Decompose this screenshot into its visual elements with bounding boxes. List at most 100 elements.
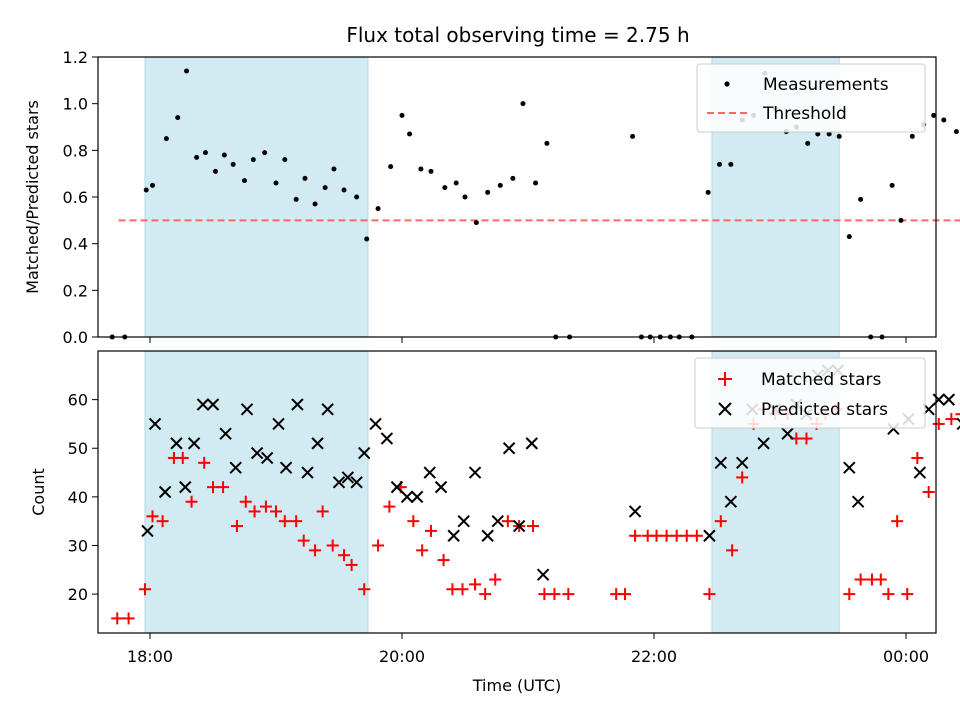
matched-star-point	[932, 417, 945, 430]
measurement-point	[909, 133, 915, 139]
legend-measurements-marker	[724, 81, 730, 87]
matched-star-point	[358, 583, 371, 596]
measurement-point	[230, 161, 236, 167]
matched-star-point	[270, 505, 282, 518]
measurement-point	[805, 140, 811, 146]
matched-star-point	[562, 588, 575, 601]
predicted-stars-series	[141, 364, 960, 581]
matched-star-point	[882, 588, 895, 601]
predicted-star-point	[536, 568, 550, 581]
measurement-point	[544, 140, 550, 146]
x-axis-label: Time (UTC)	[472, 676, 561, 695]
predicted-star-point	[229, 461, 242, 474]
predicted-star-point	[447, 529, 460, 542]
predicted-star-point	[291, 398, 304, 411]
matched-star-point	[619, 588, 632, 601]
predicted-star-point	[250, 446, 264, 460]
matched-star-point	[469, 578, 482, 591]
measurement-point	[399, 112, 405, 118]
predicted-star-point	[434, 480, 448, 494]
predicted-star-point	[491, 514, 504, 528]
measurement-point	[836, 133, 842, 139]
measurement-point	[375, 206, 381, 212]
matched-star-point	[156, 515, 169, 528]
ratio-y-axis-label: Matched/Predicted stars	[23, 100, 42, 294]
matched-star-point	[297, 534, 310, 547]
legend-threshold-label: Threshold	[762, 104, 847, 124]
matched-star-point	[680, 529, 693, 542]
measurement-point	[428, 168, 434, 174]
matched-star-point	[198, 456, 211, 469]
predicted-star-point	[851, 495, 865, 508]
matched-star-point	[259, 500, 272, 513]
predicted-star-point	[481, 529, 494, 542]
predicted-star-point	[158, 485, 172, 499]
predicted-star-point	[196, 398, 210, 411]
measurement-point	[184, 68, 190, 74]
ratio-panel: 0.0 0.2 0.4 0.6 0.8 1.0 1.2 Flux total observi…	[23, 23, 960, 347]
matched-star-point	[527, 520, 540, 533]
measurement-point	[262, 150, 268, 156]
count-legend: Matched stars Predicted stars	[694, 357, 926, 429]
matched-star-point	[736, 471, 749, 484]
predicted-star-point	[703, 529, 716, 542]
measurement-point	[630, 133, 636, 139]
predicted-star-point	[341, 471, 355, 484]
predicted-star-point	[311, 437, 324, 450]
predicted-star-point	[628, 505, 642, 518]
predicted-star-point	[170, 437, 183, 450]
measurement-point	[364, 236, 370, 242]
predicted-star-point	[357, 446, 371, 460]
predicted-star-point	[781, 427, 794, 440]
matched-star-point	[660, 529, 673, 542]
matched-star-point	[217, 481, 230, 494]
count-panel-frame	[97, 350, 937, 634]
matched-star-point	[629, 529, 642, 542]
measurement-point	[485, 189, 491, 195]
matched-star-point	[945, 413, 958, 426]
predicted-star-point	[219, 427, 232, 440]
measurement-point	[354, 194, 360, 200]
predicted-star-point	[468, 466, 482, 479]
matched-star-point	[703, 588, 716, 601]
predicted-star-point	[179, 480, 192, 494]
predicted-star-point	[321, 403, 334, 416]
predicted-star-point	[932, 393, 945, 406]
matched-star-point	[176, 451, 189, 464]
measurement-point	[143, 187, 149, 193]
matched-star-point	[416, 544, 429, 557]
matched-star-point	[437, 554, 450, 567]
measurement-point	[728, 161, 734, 167]
matched-star-point	[185, 495, 198, 508]
matched-star-point	[489, 573, 502, 586]
predicted-star-point	[272, 417, 285, 431]
measurement-point	[293, 196, 299, 202]
x-tick-label: 00:00	[883, 647, 929, 666]
predicted-star-point	[714, 456, 727, 470]
matched-star-point	[501, 515, 514, 528]
x-tick-label: 18:00	[127, 647, 173, 666]
matched-star-point	[146, 510, 159, 523]
y-tick-label: 1.0	[63, 95, 88, 114]
measurement-point	[202, 150, 208, 156]
predicted-star-point	[380, 432, 394, 445]
predicted-star-point	[279, 461, 293, 474]
measurement-point	[858, 196, 864, 202]
predicted-star-point	[400, 490, 414, 504]
measurement-point	[520, 101, 526, 107]
y-tick-label: 0.6	[63, 188, 88, 207]
measurement-point	[341, 187, 347, 193]
y-tick-label: 50	[68, 439, 88, 458]
y-tick-label: 0.2	[63, 281, 88, 300]
measurement-point	[388, 164, 394, 170]
matched-star-point	[456, 583, 469, 596]
measurement-point	[331, 166, 337, 172]
predicted-star-point	[410, 490, 424, 504]
measurement-point	[163, 136, 169, 142]
y-tick-label: 0.0	[63, 328, 88, 347]
y-tick-label: 0.8	[63, 141, 88, 160]
predicted-star-point	[206, 398, 220, 411]
predicted-star-point	[502, 442, 516, 455]
